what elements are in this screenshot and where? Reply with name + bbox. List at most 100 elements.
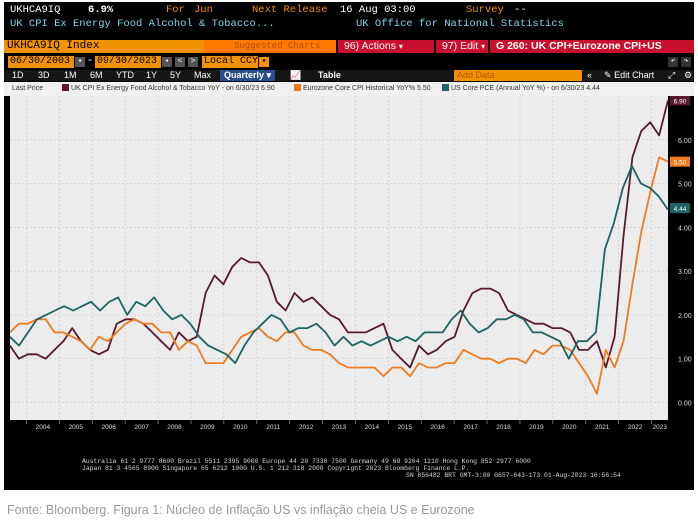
y-tick-label: 5.00	[678, 182, 692, 189]
next-arrow-icon[interactable]: >	[188, 57, 198, 67]
chart-type-icon[interactable]: 📈	[290, 70, 302, 80]
header-row-2: UK CPI Ex Energy Food Alcohol & Tobacco.…	[4, 19, 694, 31]
x-tick-label: 2008	[167, 424, 182, 431]
range-ytd[interactable]: YTD	[116, 70, 134, 80]
plot-background	[10, 96, 668, 420]
actions-label: 96) Actions	[344, 40, 396, 52]
last-value-label: 5.50	[674, 160, 687, 167]
terminal-footer: Australia 61 2 9777 8600 Brazil 5511 239…	[4, 456, 694, 490]
legend-label: US Core PCE (Annual YoY %) - on 6/30/23 …	[451, 85, 600, 92]
x-tick-label: 2006	[101, 424, 116, 431]
y-axis-panel	[670, 96, 694, 420]
currency-select[interactable]: Local CCY	[202, 56, 259, 68]
y-tick-label: 3.00	[678, 269, 692, 276]
x-tick-label: 2023	[653, 424, 668, 431]
x-tick-label: 2004	[36, 424, 51, 431]
table-button[interactable]: Table	[318, 70, 341, 80]
series-line	[9, 165, 669, 365]
data-source: UK Office for National Statistics	[356, 18, 564, 30]
x-tick-label: 2011	[266, 424, 280, 431]
period-label: Quarterly	[224, 70, 265, 80]
add-data-field[interactable]: Add Data	[454, 70, 582, 81]
command-row: UKHCA9IQ Index Suggested Charts 96) Acti…	[4, 40, 694, 53]
security-description: UK CPI Ex Energy Food Alcohol & Tobacco.…	[10, 18, 275, 30]
x-tick-label: 2018	[496, 424, 511, 431]
legend-prefix: Last Price	[12, 85, 44, 92]
period-select[interactable]: Quarterly ▾	[220, 70, 276, 81]
range-1d[interactable]: 1D	[12, 70, 24, 80]
calendar-icon[interactable]: ▪	[162, 57, 172, 67]
for-label: For	[166, 4, 185, 16]
x-tick-label: 2019	[529, 424, 544, 431]
undo-icon[interactable]: ↶	[668, 57, 678, 67]
range-1m[interactable]: 1M	[64, 70, 77, 80]
ticker-code: UKHCA9IQ	[10, 4, 61, 16]
y-tick-label: 0.00	[678, 400, 692, 407]
last-value-label: 6.90	[674, 98, 687, 105]
y-tick-label: 1.00	[678, 357, 692, 364]
edit-menu[interactable]: 97) Edit ▾	[436, 40, 488, 53]
legend-swatch	[62, 84, 69, 91]
footer-session: SN 856482 BRT GMT-3:00 G657-643-173 01-A…	[406, 472, 621, 479]
for-value: Jun	[194, 4, 213, 16]
actions-menu[interactable]: 96) Actions ▾	[338, 40, 434, 53]
bloomberg-terminal: UKHCA9IQ 6.9% For Jun Next Release 16 Au…	[4, 2, 694, 490]
last-value-tag	[670, 203, 690, 214]
x-axis-panel	[10, 420, 670, 456]
last-value-tag	[670, 156, 690, 167]
y-tick-label: 6.00	[678, 138, 692, 145]
range-1y[interactable]: 1Y	[146, 70, 158, 80]
chevron-down-icon: ▾	[398, 42, 403, 51]
security-field[interactable]: UKHCA9IQ Index	[4, 40, 204, 53]
chart-title-bar: G 260: UK CPI+Eurozone CPI+US	[490, 40, 694, 53]
legend-label: UK CPI Ex Energy Food Alcohol & Tobacco …	[71, 85, 275, 92]
expand-icon[interactable]: ⤢	[668, 70, 676, 80]
range-5y[interactable]: 5Y	[170, 70, 182, 80]
x-tick-label: 2012	[299, 424, 314, 431]
suggested-charts-button[interactable]: Suggested Charts	[204, 40, 336, 53]
calendar-icon[interactable]: ▪	[75, 57, 85, 67]
range-max[interactable]: Max	[194, 70, 212, 80]
start-date-field[interactable]: 06/30/2003	[8, 56, 74, 68]
end-date-field[interactable]: 09/30/2023	[95, 56, 161, 68]
x-tick-label: 2009	[200, 424, 215, 431]
y-tick-label: 4.00	[678, 225, 692, 232]
legend-item-uk: UK CPI Ex Energy Food Alcohol & Tobacco …	[62, 82, 275, 96]
last-value-label: 4.44	[674, 206, 687, 213]
x-tick-label: 2014	[365, 424, 380, 431]
gear-icon[interactable]: ⚙	[684, 70, 693, 80]
legend-swatch	[442, 84, 449, 91]
range-6m[interactable]: 6M	[90, 70, 103, 80]
x-tick-label: 2022	[628, 424, 643, 431]
survey-label: Survey	[466, 4, 504, 16]
x-tick-label: 2007	[134, 424, 149, 431]
legend-item-eurozone: Eurozone Core CPI Historical YoY% 5.50	[294, 82, 431, 96]
prev-arrow-icon[interactable]: <	[175, 57, 185, 67]
chevron-down-icon: ▾	[481, 42, 486, 51]
last-value: 6.9%	[88, 4, 114, 16]
collapse-icon[interactable]: «	[587, 70, 593, 80]
header-row-1: UKHCA9IQ 6.9% For Jun Next Release 16 Au…	[4, 5, 694, 17]
footer-contacts-1: Australia 61 2 9777 8600 Brazil 5511 239…	[82, 458, 531, 465]
edit-chart-button[interactable]: ✎ Edit Chart	[604, 70, 654, 81]
next-release-label: Next Release	[252, 4, 328, 16]
redo-icon[interactable]: ↷	[681, 57, 691, 67]
x-tick-label: 2017	[463, 424, 478, 431]
pencil-icon: ✎	[604, 70, 612, 80]
series-line	[9, 156, 669, 395]
legend-item-us: US Core PCE (Annual YoY %) - on 6/30/23 …	[442, 82, 600, 96]
x-tick-label: 2013	[332, 424, 347, 431]
chart-area: 0.00 1.00 2.00 3.00 4.00 5.00 6.00 2004 2005 2006…	[4, 82, 694, 456]
toolbar-row: 1D 3D 1M 6M YTD 1Y 5Y Max Quarterly ▾ 📈 …	[4, 70, 694, 81]
legend-label: Eurozone Core CPI Historical YoY% 5.50	[303, 85, 431, 92]
y-tick-label: 2.00	[678, 313, 692, 320]
last-value-tag	[670, 95, 690, 106]
series-line	[9, 100, 669, 369]
range-3d[interactable]: 3D	[38, 70, 50, 80]
legend-swatch	[294, 84, 301, 91]
figure-caption: Fonte: Bloomberg. Figura 1: Núcleo de In…	[7, 503, 475, 517]
date-separator: -	[87, 56, 94, 67]
edit-chart-label: Edit Chart	[614, 70, 655, 80]
chevron-down-icon[interactable]: ▾	[259, 57, 269, 67]
x-tick-label: 2015	[398, 424, 413, 431]
